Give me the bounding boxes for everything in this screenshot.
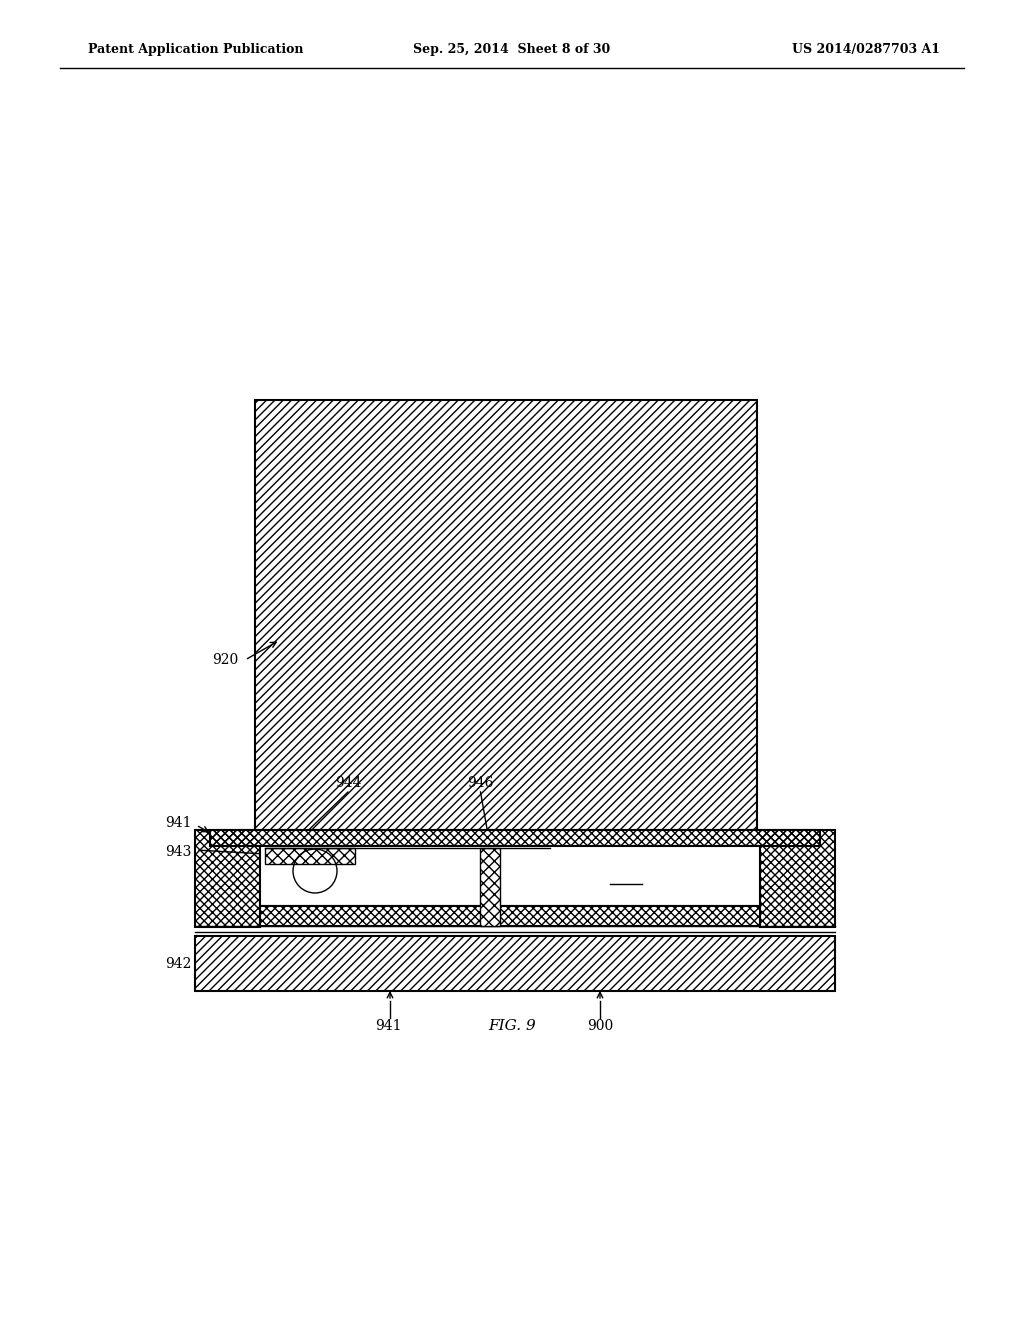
Bar xyxy=(260,906,760,927)
Text: Sep. 25, 2014  Sheet 8 of 30: Sep. 25, 2014 Sheet 8 of 30 xyxy=(414,44,610,57)
Polygon shape xyxy=(195,830,260,927)
Bar xyxy=(480,847,500,927)
Bar xyxy=(480,847,500,927)
Bar xyxy=(260,846,760,906)
Text: Patent Application Publication: Patent Application Publication xyxy=(88,44,303,57)
Text: FIG. 9: FIG. 9 xyxy=(488,1019,536,1034)
Text: 941: 941 xyxy=(166,816,193,830)
Bar xyxy=(210,830,820,846)
Bar xyxy=(255,400,757,830)
Text: 944: 944 xyxy=(335,776,361,789)
Text: 941: 941 xyxy=(375,1019,401,1034)
Text: 942: 942 xyxy=(166,957,193,972)
Bar xyxy=(195,936,835,991)
Polygon shape xyxy=(757,830,835,927)
Bar xyxy=(265,847,355,865)
Text: ~945: ~945 xyxy=(508,869,546,883)
Text: 900: 900 xyxy=(587,1019,613,1034)
Bar xyxy=(255,400,757,830)
Bar xyxy=(210,830,820,846)
Text: 943: 943 xyxy=(166,845,193,859)
Text: 920: 920 xyxy=(212,653,238,667)
Text: 940: 940 xyxy=(610,869,636,883)
Bar xyxy=(195,936,835,991)
Text: 946: 946 xyxy=(467,776,494,789)
Bar xyxy=(260,906,760,927)
Text: US 2014/0287703 A1: US 2014/0287703 A1 xyxy=(792,44,940,57)
Bar xyxy=(265,847,355,865)
